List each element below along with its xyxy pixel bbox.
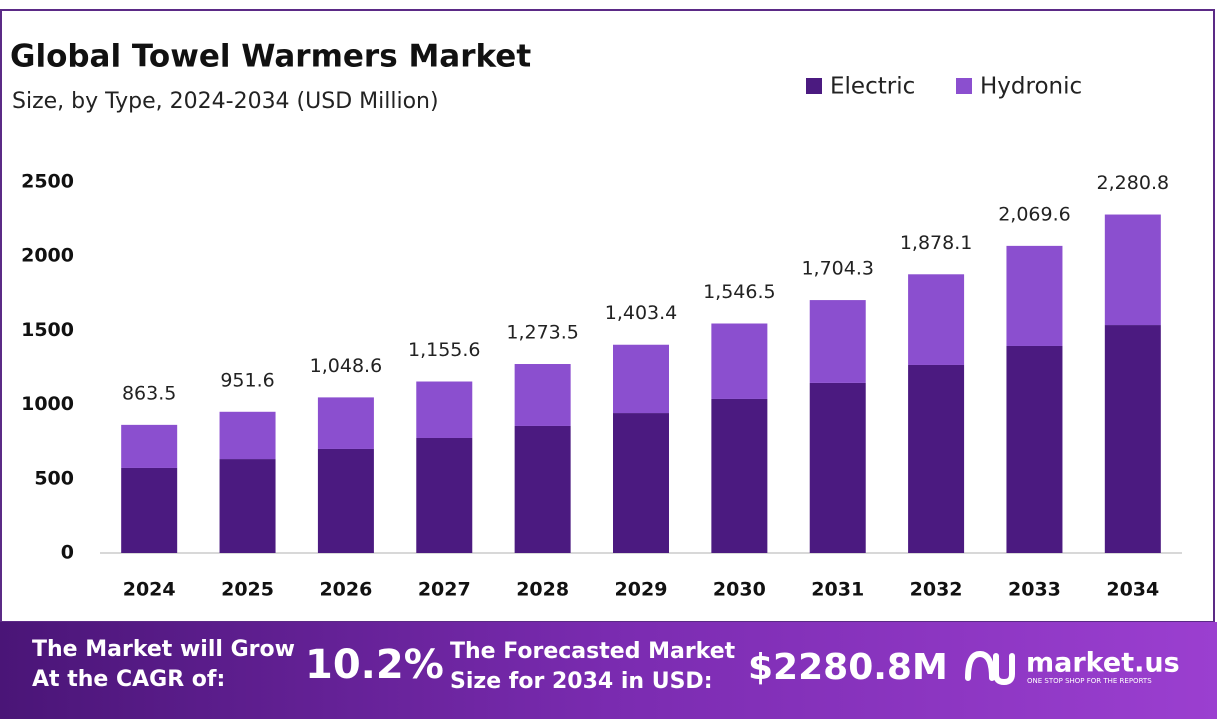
legend-swatch (806, 78, 822, 94)
x-tick-label: 2029 (615, 579, 668, 601)
footer-text: Size for 2034 in USD: (450, 669, 713, 694)
x-tick-label: 2033 (1008, 579, 1061, 601)
total-label: 1,546.5 (703, 281, 776, 303)
y-tick-label: 500 (34, 467, 74, 489)
cagr-value: 10.2% (305, 642, 444, 688)
legend-label: Electric (830, 74, 915, 100)
y-tick-label: 1000 (21, 393, 74, 415)
bar-segment (908, 364, 965, 553)
x-tick-label: 2025 (221, 579, 274, 601)
total-label: 2,069.6 (998, 203, 1071, 225)
total-label: 2,280.8 (1097, 172, 1170, 194)
total-label: 1,704.3 (801, 258, 874, 280)
bar-segment (416, 437, 473, 553)
bar-segment (1104, 214, 1161, 326)
x-tick-label: 2026 (319, 579, 372, 601)
x-tick-label: 2034 (1106, 579, 1159, 601)
bar-segment (1006, 345, 1063, 553)
bar-segment (121, 467, 178, 553)
legend-swatch (956, 78, 972, 94)
bar-segment (711, 398, 768, 553)
y-tick-label: 2000 (21, 245, 74, 267)
total-label: 1,403.4 (605, 302, 678, 324)
forecast-value: $2280.8M (748, 647, 948, 688)
chart-subtitle: Size, by Type, 2024-2034 (USD Million) (12, 89, 439, 114)
bar-segment (416, 381, 473, 438)
footer-text: The Forecasted Market (450, 639, 736, 664)
bar-segment (1006, 245, 1063, 346)
bar-segment (317, 397, 374, 449)
y-tick-label: 0 (61, 542, 74, 564)
x-tick-label: 2032 (910, 579, 963, 601)
bar-segment (514, 364, 571, 426)
bar-segment (809, 382, 866, 553)
x-tick-label: 2028 (516, 579, 569, 601)
chart-title: Global Towel Warmers Market (10, 39, 531, 75)
legend-label: Hydronic (980, 74, 1082, 100)
total-label: 863.5 (122, 382, 176, 404)
bar-segment (613, 344, 669, 414)
x-tick-label: 2031 (811, 579, 864, 601)
brand-tagline: ONE STOP SHOP FOR THE REPORTS (1027, 677, 1152, 685)
bar-segment (809, 300, 866, 383)
bar-segment (219, 411, 276, 460)
x-tick-label: 2030 (713, 579, 766, 601)
bar-segment (1104, 325, 1161, 553)
bar-segment (613, 413, 669, 553)
total-label: 1,878.1 (900, 232, 973, 254)
footer-text: The Market will Grow (32, 637, 295, 662)
bar-segment (317, 448, 374, 553)
x-tick-label: 2027 (418, 579, 471, 601)
x-tick-label: 2024 (123, 579, 176, 601)
y-tick-label: 2500 (21, 171, 74, 193)
bar-segment (711, 323, 768, 399)
bar-segment (908, 274, 965, 365)
total-label: 951.6 (220, 369, 274, 391)
bar-segment (514, 425, 571, 553)
brand-logo (965, 650, 1015, 686)
total-label: 1,155.6 (408, 339, 481, 361)
footer-text: At the CAGR of: (32, 667, 225, 692)
brand-name: market.us (1026, 648, 1180, 679)
total-label: 1,048.6 (310, 355, 383, 377)
total-label: 1,273.5 (506, 322, 579, 344)
bar-segment (219, 459, 276, 553)
y-tick-label: 1500 (21, 319, 74, 341)
bar-segment (121, 424, 178, 468)
